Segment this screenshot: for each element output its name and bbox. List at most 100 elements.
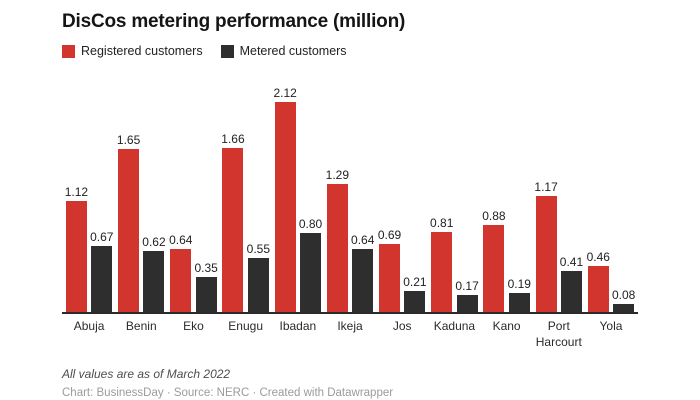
- bar-wrap-registered: 1.29: [326, 168, 349, 312]
- bar-wrap-registered: 2.12: [273, 86, 297, 312]
- legend-item-registered: Registered customers: [62, 44, 203, 58]
- bar-metered: [404, 291, 426, 312]
- bar-value-label: 0.69: [377, 227, 402, 242]
- bar-group: 1.65 0.62: [115, 133, 167, 312]
- bar-value-label: 1.17: [534, 180, 558, 195]
- bar-group: 0.46 0.08: [585, 250, 637, 312]
- bar-metered: [247, 257, 269, 312]
- bar-wrap-metered: 0.17: [455, 279, 479, 312]
- bar-value-label: 0.64: [351, 232, 375, 247]
- chart-title: DisCos metering performance (million): [62, 11, 406, 32]
- bar-value-label: 0.80: [298, 216, 323, 231]
- bar-group: 0.88 0.19: [481, 209, 533, 312]
- bar-group: 1.29 0.64: [324, 168, 376, 312]
- bar-value-label: 2.12: [273, 86, 297, 101]
- bar-value-label: 0.55: [246, 241, 271, 256]
- bar-value-label: 0.46: [586, 250, 610, 265]
- bar-metered: [456, 295, 478, 312]
- bar-wrap-registered: 0.46: [587, 250, 610, 312]
- bar-registered: [535, 196, 557, 312]
- bar-registered: [222, 147, 244, 312]
- bar-wrap-registered: 1.12: [65, 185, 88, 312]
- footer-attribution: Chart: BusinessDay · Source: NERC · Crea…: [62, 387, 394, 400]
- bar-wrap-registered: 0.88: [482, 208, 506, 312]
- bar-metered: [143, 250, 165, 312]
- bar-value-label: 0.62: [142, 234, 166, 249]
- legend-swatch-metered: [220, 44, 234, 58]
- legend-label-registered: Registered customers: [81, 44, 203, 58]
- bar-registered: [379, 243, 401, 312]
- bar-registered: [170, 248, 192, 312]
- category-label: Benin: [125, 319, 157, 333]
- category-label: Ikeja: [337, 319, 363, 333]
- bar-wrap-registered: 1.17: [534, 180, 558, 312]
- bar-value-label: 0.17: [455, 279, 479, 294]
- category-label: Jos: [392, 319, 412, 333]
- bar-registered: [587, 266, 609, 312]
- bar-value-label: 0.67: [90, 229, 114, 244]
- bar-metered: [560, 271, 582, 312]
- bar-group: 1.66 0.55: [220, 132, 272, 312]
- bar-value-label: 1.65: [116, 132, 141, 147]
- bar-group: 2.12 0.80: [272, 86, 324, 312]
- bar-value-label: 1.66: [221, 131, 245, 146]
- bar-registered: [118, 148, 140, 312]
- bar-metered: [613, 304, 635, 312]
- bar-registered: [326, 184, 348, 312]
- bar-metered: [300, 232, 322, 312]
- bar-wrap-metered: 0.19: [508, 277, 531, 312]
- bar-group: 1.17 0.41: [533, 180, 585, 312]
- bar-wrap-metered: 0.67: [90, 230, 113, 312]
- category-label: Ibadan: [279, 319, 317, 333]
- bar-value-label: 1.12: [64, 185, 89, 200]
- bar-wrap-metered: 0.80: [299, 217, 322, 312]
- bar-value-label: 0.35: [194, 261, 218, 276]
- plot-area: 1.12 0.67 1.65 0.62 0.64 0.35 1.66 0.55 2.12 0.80…: [62, 84, 638, 314]
- category-label: Yola: [599, 319, 623, 333]
- bar-metered: [352, 248, 374, 312]
- bar-metered: [195, 277, 217, 312]
- bar-value-label: 0.88: [482, 208, 506, 223]
- bar-group: 1.12 0.67: [63, 185, 115, 312]
- x-axis-labels: Abuja Benin Eko Enugu Ibadan Ikeja Jos Kaduna Ka…: [62, 314, 638, 350]
- category-label: Enugu: [228, 319, 263, 333]
- bar-wrap-registered: 1.65: [117, 133, 140, 312]
- bar-value-label: 1.29: [325, 168, 350, 183]
- legend-swatch-registered: [62, 44, 75, 58]
- bar-registered: [431, 231, 453, 312]
- footer: All values are as of March 2022 Chart: B…: [62, 367, 638, 399]
- bar-wrap-metered: 0.62: [142, 234, 166, 312]
- legend-label-metered: Metered customers: [239, 44, 347, 58]
- category-label: Kano: [492, 319, 521, 333]
- bar-registered: [65, 201, 87, 312]
- bar-value-label: 0.19: [507, 277, 531, 292]
- category-label: Abuja: [73, 319, 105, 333]
- legend-item-metered: Metered customers: [220, 44, 347, 58]
- footer-note: All values are as of March 2022: [62, 367, 231, 382]
- category-label: Eko: [183, 319, 204, 333]
- category-label: Port Harcourt: [535, 319, 582, 349]
- bar-wrap-metered: 0.21: [403, 275, 427, 312]
- bar-wrap-metered: 0.55: [247, 242, 270, 312]
- bar-chart: 1.12 0.67 1.65 0.62 0.64 0.35 1.66 0.55 2.12 0.80…: [62, 84, 638, 350]
- bar-group: 0.81 0.17: [428, 216, 480, 312]
- bar-group: 0.69 0.21: [376, 228, 428, 312]
- bar-wrap-registered: 1.66: [221, 131, 245, 312]
- bar-value-label: 0.21: [403, 275, 427, 290]
- bar-value-label: 0.41: [559, 255, 584, 270]
- bar-metered: [91, 245, 113, 312]
- bar-value-label: 0.64: [169, 232, 193, 247]
- legend: Registered customers Metered customers: [62, 44, 638, 58]
- bar-wrap-metered: 0.41: [560, 255, 583, 312]
- bar-wrap-registered: 0.69: [378, 228, 401, 312]
- bar-wrap-registered: 0.81: [430, 216, 453, 312]
- bar-metered: [508, 293, 530, 312]
- bar-registered: [274, 102, 296, 312]
- bar-value-label: 0.08: [611, 288, 636, 303]
- bar-registered: [483, 224, 505, 312]
- bar-wrap-metered: 0.08: [612, 288, 635, 312]
- bar-value-label: 0.81: [430, 215, 454, 230]
- bar-group: 0.64 0.35: [167, 233, 219, 312]
- bar-wrap-metered: 0.64: [351, 233, 374, 312]
